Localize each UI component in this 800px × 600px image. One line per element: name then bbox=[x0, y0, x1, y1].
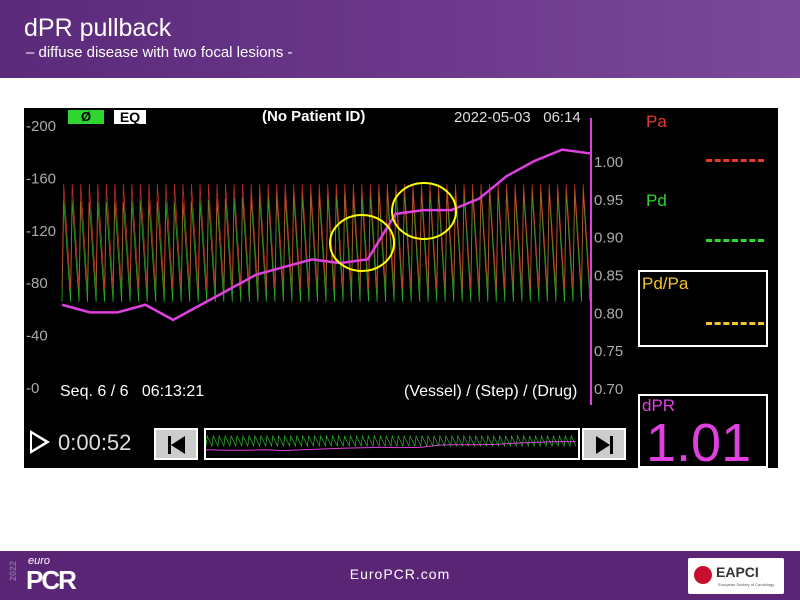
pressure-chart: -200 -160 -120 -80 -40 -0 1.00 0.95 0.90 0.85 0.80… bbox=[26, 118, 623, 452]
legend-ratio-box bbox=[638, 270, 768, 347]
footer: 2022 euro PCR EuroPCR.com EAPCI European… bbox=[0, 551, 800, 600]
skip-back-button[interactable] bbox=[154, 428, 198, 460]
left-axis-tick: -120 bbox=[26, 223, 56, 240]
header: dPR pullback – diffuse disease with two … bbox=[0, 0, 800, 78]
skip-forward-button[interactable] bbox=[582, 428, 626, 460]
slide-title: dPR pullback bbox=[24, 14, 172, 42]
right-axis-tick: 0.95 bbox=[594, 192, 623, 209]
zero-badge[interactable]: Ø bbox=[68, 110, 104, 124]
slide-subtitle: – diffuse disease with two focal lesions… bbox=[26, 44, 293, 61]
right-axis-tick: 0.75 bbox=[594, 343, 623, 360]
pd-pa-trace bbox=[61, 148, 591, 322]
right-axis-tick: 1.00 bbox=[594, 154, 623, 171]
left-axis-tick: -40 bbox=[26, 328, 48, 345]
legend-pd: Pd bbox=[646, 191, 667, 210]
overview-pd-pa-trace bbox=[205, 441, 577, 452]
right-axis-tick: 0.90 bbox=[594, 230, 623, 247]
eapci-logo: EAPCI European Society of Cardiology bbox=[688, 558, 784, 594]
right-axis-tick: 0.70 bbox=[594, 381, 623, 398]
dpr-label: dPR bbox=[642, 396, 676, 415]
play-button[interactable] bbox=[30, 430, 50, 454]
legend-pd-line bbox=[706, 239, 764, 242]
left-axis-tick: -200 bbox=[26, 118, 56, 135]
left-axis-tick: -0 bbox=[26, 380, 39, 397]
legend-pa-line bbox=[706, 159, 764, 162]
sequence-label: Seq. 6 / 6 06:13:21 bbox=[60, 383, 205, 400]
overview-pressure-trace bbox=[205, 434, 577, 448]
legend-ratio-line bbox=[706, 322, 764, 325]
right-axis-tick: 0.85 bbox=[594, 268, 623, 285]
right-axis-tick: 0.80 bbox=[594, 305, 623, 322]
pressure-monitor: -200 -160 -120 -80 -40 -0 1.00 0.95 0.90 0.85 0.80… bbox=[24, 108, 778, 473]
legend-pa: Pa bbox=[646, 112, 667, 131]
pd-trace bbox=[61, 190, 591, 302]
left-axis-tick: -160 bbox=[26, 170, 56, 187]
eq-badge[interactable]: EQ bbox=[114, 110, 146, 124]
overview-scrubber[interactable] bbox=[204, 428, 580, 460]
playback-time: 0:00:52 bbox=[58, 430, 132, 455]
lesion-highlight-2 bbox=[391, 182, 457, 240]
datetime: 2022-05-03 06:14 bbox=[454, 109, 581, 126]
legend-ratio: Pd/Pa bbox=[642, 274, 689, 293]
pa-trace bbox=[61, 183, 591, 289]
dpr-box bbox=[638, 394, 768, 468]
dpr-value: 1.01 bbox=[646, 413, 752, 473]
lesion-highlight-1 bbox=[329, 214, 395, 272]
patient-id: (No Patient ID) bbox=[262, 108, 366, 125]
vessel-step-drug: (Vessel) / (Step) / (Drug) bbox=[404, 383, 578, 400]
footer-url[interactable]: EuroPCR.com bbox=[349, 566, 451, 582]
left-axis-tick: -80 bbox=[26, 275, 48, 292]
